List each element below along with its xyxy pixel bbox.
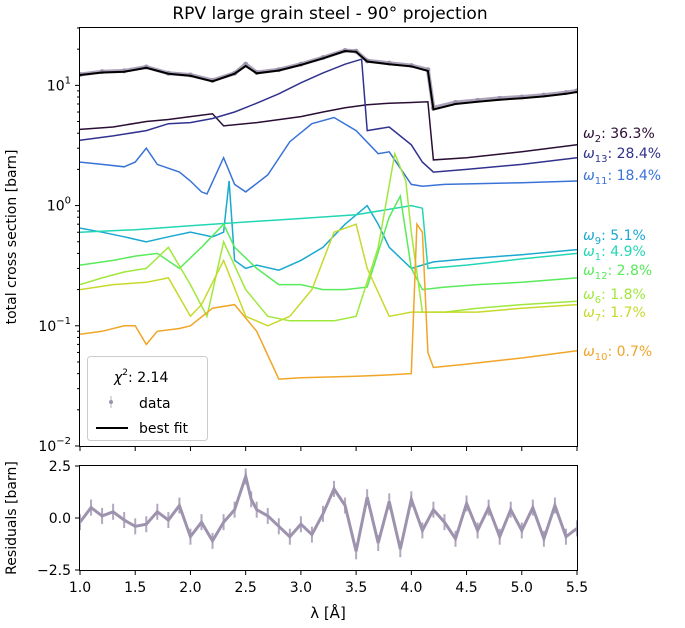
component-line-omega-13 — [80, 58, 577, 173]
residual-y-tick-label: 2.5 — [49, 459, 71, 475]
component-line-omega-1 — [80, 204, 577, 270]
residual-plot-frame — [79, 465, 578, 571]
component-label-omega-10: ω10: 0.7% — [583, 344, 652, 363]
main-y-tick-label: 101 — [47, 75, 71, 94]
component-label-omega-13: ω13: 28.4% — [583, 146, 661, 165]
residual-y-tick-label: −2.5 — [37, 563, 71, 579]
legend: χ2: 2.14 data best fit — [87, 356, 208, 441]
residual-x-tick-label: 5.0 — [511, 580, 533, 596]
residual-x-tick-label: 1.0 — [69, 580, 91, 596]
residual-x-tick-label: 4.5 — [455, 580, 477, 596]
component-label-omega-1: ω1: 4.9% — [583, 244, 646, 263]
residual-y-axis-label: Residuals [barn] — [4, 461, 20, 575]
x-axis-label: λ [Å] — [310, 603, 346, 622]
component-line-omega-11 — [80, 116, 577, 195]
main-plot-area — [80, 47, 577, 380]
component-line-omega-12 — [80, 193, 577, 291]
component-line-omega-6 — [80, 150, 577, 322]
residual-y-ticks: 2.5 0.0 −2.5 — [37, 459, 80, 579]
legend-fit-label: best fit — [139, 421, 189, 437]
component-line-omega-9 — [80, 180, 577, 271]
main-y-tick-label: 10−1 — [38, 316, 71, 335]
chart-title: RPV large grain steel - 90° projection — [172, 4, 487, 24]
main-y-ticks: 10−2 10−1 100 101 — [38, 27, 80, 455]
legend-data-marker — [109, 396, 113, 408]
legend-chi-square: χ2: 2.14 — [113, 368, 168, 386]
component-line-omega-10 — [80, 221, 577, 380]
residual-line — [80, 470, 577, 552]
main-y-tick-label: 100 — [47, 196, 71, 215]
component-line-omega-2 — [80, 101, 577, 161]
residual-x-tick-label: 5.5 — [566, 580, 588, 596]
residual-x-tick-label: 3.0 — [290, 580, 312, 596]
component-label-omega-2: ω2: 36.3% — [583, 126, 655, 145]
residual-x-tick-label: 4.0 — [400, 580, 422, 596]
residual-x-tick-label: 2.5 — [235, 580, 257, 596]
component-label-omega-7: ω7: 1.7% — [583, 305, 646, 324]
component-label-omega-12: ω12: 2.8% — [583, 263, 652, 282]
data-point — [243, 61, 249, 67]
component-label-omega-6: ω6: 1.8% — [583, 287, 646, 306]
component-labels: ω2: 36.3%ω13: 28.4% ω11: 18.4% ω9: 5.1%ω1:… — [583, 126, 661, 363]
legend-data-label: data — [139, 396, 171, 412]
residual-x-tick-label: 2.0 — [179, 580, 201, 596]
main-y-axis-label: total cross section [barn] — [4, 150, 20, 325]
residual-plot-area — [80, 468, 577, 560]
residual-x-ticks: 1.0 1.5 2.0 2.5 3.0 3.5 4.0 4.5 5.0 5.5 — [69, 570, 588, 596]
legend-box — [87, 356, 208, 441]
main-y-tick-label: 10−2 — [38, 436, 71, 455]
residual-panel: 2.5 0.0 −2.5 1.0 1.5 2.0 2.5 3.0 3.5 4.0 4.5 5.0 5.… — [4, 459, 588, 622]
component-label-omega-9: ω9: 5.1% — [583, 228, 646, 247]
residual-y-tick-label: 0.0 — [49, 511, 71, 527]
main-plot-frame — [79, 27, 578, 447]
residual-x-tick-label: 1.5 — [124, 580, 146, 596]
residual-x-tick-label: 3.5 — [345, 580, 367, 596]
main-panel: 10−2 10−1 100 101 total cross section [barn… — [4, 27, 661, 455]
component-line-omega-7 — [80, 223, 577, 327]
best-fit-line — [80, 49, 577, 111]
component-label-omega-11: ω11: 18.4% — [583, 168, 661, 187]
main-x-ticks — [79, 446, 578, 451]
